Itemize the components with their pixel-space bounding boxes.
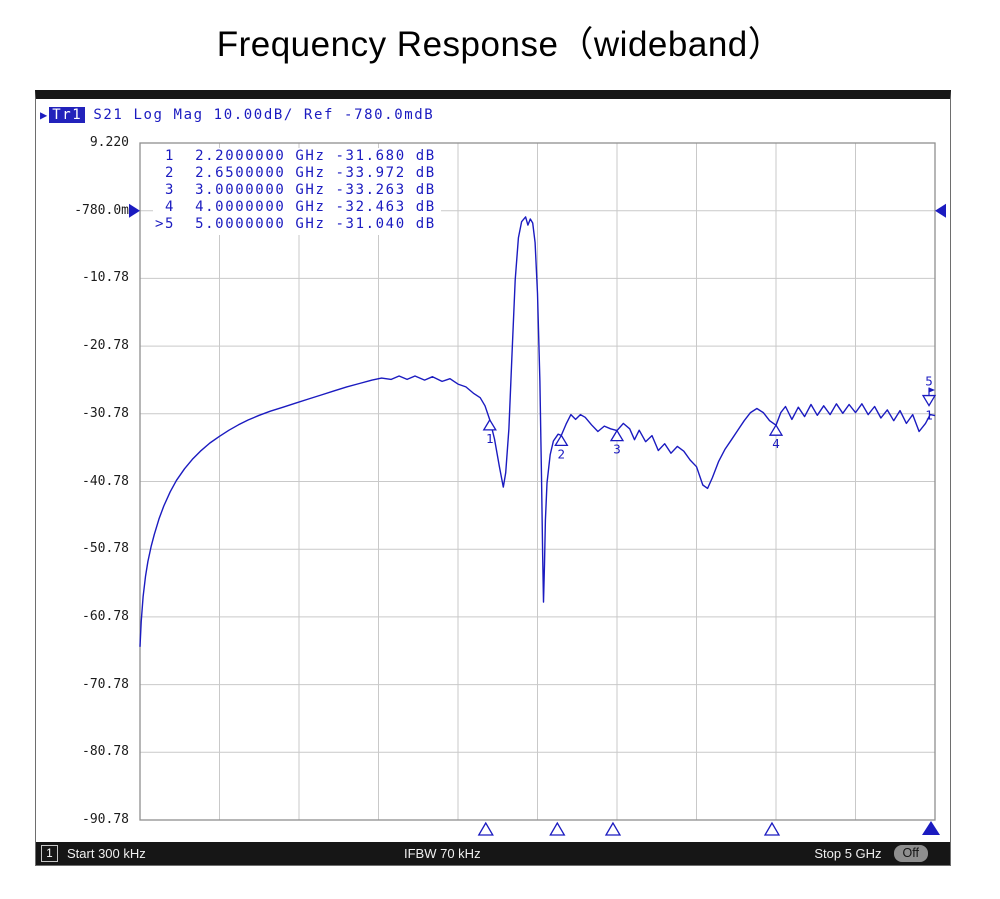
trace-header: ▶ Tr1 S21 Log Mag 10.00dB/ Ref -780.0mdB	[40, 105, 434, 125]
active-marker-triangle[interactable]	[921, 394, 937, 407]
y-tick-label: -50.78	[82, 541, 129, 557]
trace-format-text: S21 Log Mag 10.00dB/ Ref -780.0mdB	[93, 107, 435, 123]
marker-row: 2 2.6500000 GHz -33.972 dB	[155, 165, 436, 181]
chart-svg: 1 2 3 4 5 1	[129, 142, 946, 836]
marker-row: 4 4.0000000 GHz -32.463 dB	[155, 199, 436, 215]
y-tick-label: -60.78	[82, 608, 129, 624]
y-tick-label: 9.220	[89, 135, 129, 150]
ref-level-arrow-right[interactable]	[935, 203, 946, 218]
stop-frequency-label: Stop 5 GHz	[814, 846, 882, 861]
y-tick-label: -20.78	[82, 338, 129, 354]
active-marker-number: 5	[925, 374, 933, 389]
trace-marker-number: 2	[558, 446, 566, 461]
marker-table: 1 2.2000000 GHz -31.680 dB 2 2.6500000 G…	[153, 148, 441, 235]
stimulus-marker-triangle[interactable]	[763, 821, 781, 836]
start-frequency-label: Start 300 kHz	[67, 846, 146, 861]
ifbw-label: IFBW 70 kHz	[404, 846, 481, 861]
channel-indicator: 1	[41, 845, 58, 862]
y-tick-label: -10.78	[82, 270, 129, 286]
marker-row: >5 5.0000000 GHz -31.040 dB	[155, 216, 436, 232]
trace-marker-number: 3	[613, 442, 621, 457]
trace-marker-triangle[interactable]	[609, 429, 625, 442]
trace-marker-triangle[interactable]	[482, 418, 497, 431]
trace-end-number: 1	[925, 408, 933, 423]
trace-label-chip[interactable]: Tr1	[49, 107, 86, 123]
stimulus-marker-triangle[interactable]	[604, 821, 622, 836]
trace-cursor-icon: ▶	[40, 108, 48, 122]
stimulus-marker-triangle[interactable]	[549, 821, 566, 836]
y-axis-labels: 9.220 -780.0m -10.78 -20.78 -30.78 -40.78 -50.…	[36, 99, 132, 865]
y-tick-label: -70.78	[82, 676, 129, 692]
marker-row: 3 3.0000000 GHz -33.263 dB	[155, 182, 436, 198]
grid-lines	[140, 143, 935, 820]
y-tick-label: -780.0m	[74, 202, 129, 218]
ref-level-arrow-left[interactable]	[129, 203, 140, 218]
grid-border	[139, 142, 936, 821]
page-title: Frequency Response（wideband）	[216, 25, 784, 64]
trace-marker-triangle[interactable]	[768, 423, 784, 436]
trace-marker-number: 4	[772, 436, 780, 451]
marker-row: 1 2.2000000 GHz -31.680 dB	[155, 148, 436, 164]
y-tick-label: -30.78	[82, 405, 129, 421]
y-tick-label: -80.78	[82, 744, 129, 760]
off-button[interactable]: Off	[893, 845, 928, 862]
stimulus-marker-triangle[interactable]	[477, 821, 494, 836]
active-marker-flag-icon	[929, 387, 935, 393]
status-bar: 1 Start 300 kHz IFBW 70 kHz Stop 5 GHz O…	[36, 842, 950, 865]
y-tick-label: -40.78	[82, 473, 129, 489]
trace-marker-number: 1	[486, 431, 494, 446]
y-tick-label: -90.78	[82, 812, 129, 827]
trace-marker-triangle[interactable]	[554, 434, 569, 447]
analyzer-screen: ▶ Tr1 S21 Log Mag 10.00dB/ Ref -780.0mdB…	[35, 90, 951, 866]
active-stimulus-marker-triangle[interactable]	[922, 821, 940, 835]
trace-tr1	[139, 216, 936, 647]
